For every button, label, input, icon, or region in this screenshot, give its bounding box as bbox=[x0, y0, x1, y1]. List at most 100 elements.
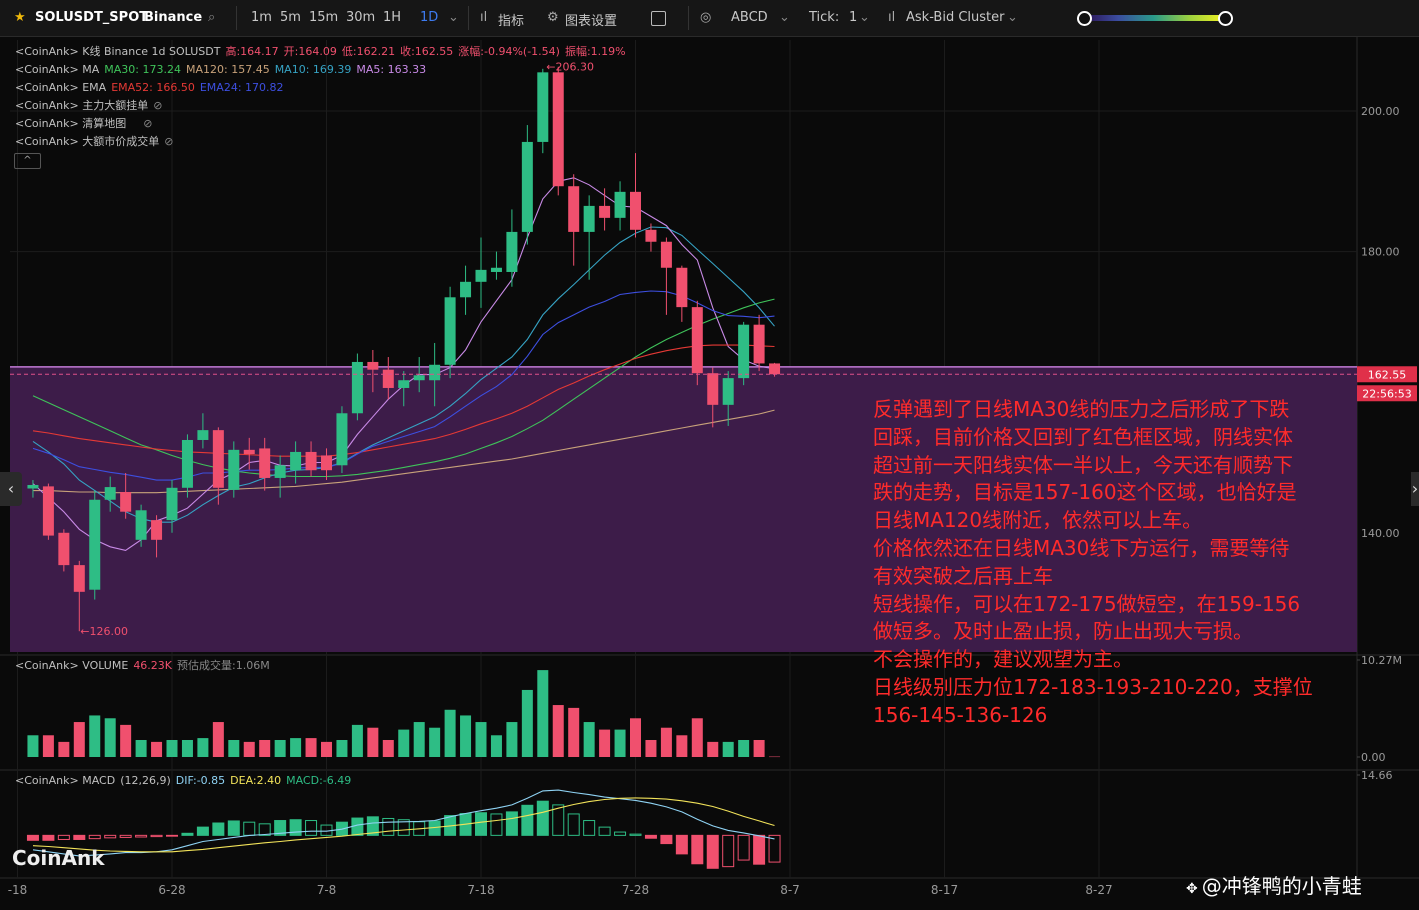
price-pane bbox=[10, 66, 1357, 652]
interval[interactable]: 1H bbox=[383, 10, 402, 25]
interval[interactable]: 15m bbox=[309, 10, 339, 25]
macd-bar bbox=[382, 817, 395, 836]
macd-bar bbox=[351, 817, 364, 836]
x-tick-label: 7-18 bbox=[467, 883, 494, 897]
legend-value: 收:162.55 bbox=[400, 45, 454, 58]
candle-body bbox=[274, 465, 286, 478]
hidden-icon[interactable]: ⊘ bbox=[143, 117, 153, 130]
scroll-left-button[interactable]: ‹ bbox=[0, 472, 22, 506]
candle-body bbox=[104, 487, 116, 500]
candle-body bbox=[475, 269, 487, 282]
volume-bar bbox=[274, 739, 286, 757]
scroll-right-button[interactable]: › bbox=[1411, 472, 1419, 506]
separator bbox=[236, 6, 237, 30]
legend-entry: MACD:-6.49 bbox=[286, 774, 352, 787]
interval[interactable]: 5m bbox=[280, 10, 301, 25]
volume-bar bbox=[42, 735, 54, 757]
macd-bar bbox=[614, 831, 627, 836]
hidden-icon[interactable]: ⊘ bbox=[164, 135, 174, 148]
volume-bar bbox=[769, 756, 781, 758]
macd-bar bbox=[768, 834, 781, 863]
candle-body bbox=[645, 229, 657, 242]
interval-active[interactable]: 1D bbox=[420, 10, 439, 25]
candle-body bbox=[398, 380, 410, 388]
slider-handle[interactable] bbox=[1077, 11, 1092, 26]
x-tick-label: 8-17 bbox=[931, 883, 958, 897]
macd-bar bbox=[135, 834, 148, 838]
indicators-button[interactable]: 指标 bbox=[498, 14, 525, 29]
annotation-line: 跌的走势，目标是157-160这个区域，也恰好是 bbox=[873, 480, 1297, 505]
overlay-legend: <CoinAnk> 大额市价成交单 ⊘ bbox=[15, 135, 178, 149]
volume-bar bbox=[228, 739, 240, 757]
macd-bar bbox=[166, 834, 178, 837]
collapse-button[interactable]: ^ bbox=[14, 153, 41, 169]
candle-body bbox=[676, 267, 688, 308]
drawing-button[interactable]: ABCD bbox=[731, 10, 768, 25]
kline-legend: <CoinAnk> K线 Binance 1d SOLUSDT 高:164.17 开… bbox=[15, 45, 631, 59]
chevron[interactable]: ⌄ bbox=[779, 10, 790, 25]
volume-bar bbox=[413, 722, 425, 757]
interval[interactable]: 30m bbox=[346, 10, 376, 25]
volume-bar bbox=[660, 727, 672, 757]
candle-body bbox=[135, 510, 147, 540]
volume-bar bbox=[521, 689, 533, 757]
candle-body bbox=[228, 449, 240, 490]
candle-body bbox=[537, 72, 549, 142]
candle-body bbox=[259, 448, 271, 478]
candle-body bbox=[599, 205, 611, 218]
ema-legend: <CoinAnk> EMA EMA52: 166.50 EMA24: 170.82 bbox=[15, 81, 289, 95]
chart-settings-button[interactable]: 图表设置 bbox=[565, 14, 618, 29]
volume-bar bbox=[568, 707, 580, 757]
volume-bar bbox=[691, 718, 703, 757]
tick-value[interactable]: 1 bbox=[849, 10, 858, 25]
author-icon: ✥ bbox=[1186, 881, 1198, 897]
y-tick-label: 0.00 bbox=[1361, 751, 1386, 764]
separator bbox=[688, 6, 689, 30]
macd-bar bbox=[289, 819, 302, 836]
hidden-icon[interactable]: ⊘ bbox=[153, 99, 163, 112]
volume-bar bbox=[614, 729, 626, 757]
countdown-box bbox=[1357, 385, 1417, 402]
interval[interactable]: 1m bbox=[251, 10, 272, 25]
symbol[interactable]: SOLUSDT_SPOT bbox=[35, 10, 149, 25]
macd-bar bbox=[258, 823, 271, 836]
annotation-line: 短线操作，可以在172-175做短空，在159-156 bbox=[873, 591, 1301, 616]
legend-value: 46.23K bbox=[133, 659, 173, 672]
chevron[interactable]: ⌄ bbox=[448, 10, 459, 25]
volume-bar bbox=[135, 739, 147, 757]
volume-bar bbox=[475, 722, 487, 757]
checkbox[interactable] bbox=[651, 11, 666, 26]
chevron[interactable]: ⌄ bbox=[1007, 10, 1018, 25]
annotation-line: 超过前一天阳线实体一半以上，今天还有顺势下 bbox=[873, 452, 1293, 477]
volume-bar bbox=[490, 735, 502, 757]
price-zone bbox=[10, 366, 1357, 652]
volume-bar bbox=[537, 670, 549, 757]
search-icon[interactable]: ⌕ bbox=[208, 10, 216, 25]
favorite-star[interactable]: ★ bbox=[14, 10, 26, 25]
color-range-slider[interactable] bbox=[1083, 15, 1224, 21]
y-tick-label: 180.00 bbox=[1361, 246, 1400, 259]
low-label: ←126.00 bbox=[80, 625, 128, 638]
macd-bar bbox=[706, 834, 719, 869]
candle-body bbox=[583, 205, 595, 232]
macd-bar bbox=[88, 834, 101, 840]
separator bbox=[468, 6, 469, 30]
cluster-button[interactable]: Ask-Bid Cluster bbox=[906, 10, 1005, 25]
slider-handle[interactable] bbox=[1218, 11, 1233, 26]
macd-bar bbox=[196, 826, 209, 836]
volume-bar bbox=[212, 722, 224, 757]
candle-body bbox=[413, 375, 425, 381]
chevron[interactable]: ⌄ bbox=[859, 10, 870, 25]
author-watermark: ✥ @冲锋鸭的小青蛙 bbox=[1186, 870, 1362, 899]
candle-body bbox=[166, 487, 178, 521]
volume-bar bbox=[151, 741, 163, 757]
macd-bar bbox=[521, 804, 534, 836]
macd-line bbox=[32, 797, 775, 853]
macd-bar bbox=[536, 800, 549, 836]
candle-body bbox=[444, 297, 456, 365]
ma-legend: <CoinAnk> MA MA30: 173.24 MA120: 157.45 MA1… bbox=[15, 63, 431, 77]
x-tick-label: -18 bbox=[8, 883, 28, 897]
volume-bar bbox=[506, 722, 518, 757]
volume-bar bbox=[27, 735, 39, 757]
